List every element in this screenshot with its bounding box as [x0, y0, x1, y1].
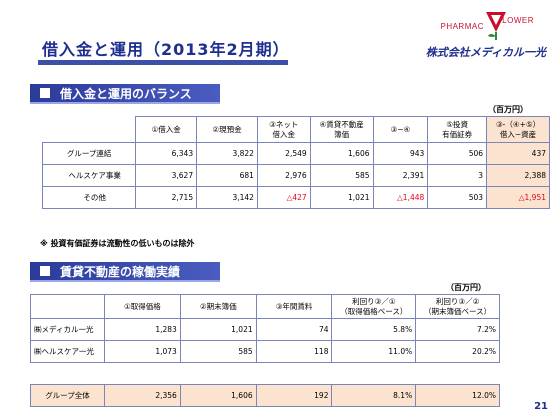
row-label: グループ連結	[41, 142, 137, 165]
table-row: その他 2,715 3,142 △427 1,021 △1,448 503 △1…	[41, 186, 550, 209]
column-header: ③年間賃料	[255, 294, 333, 319]
section-heading-occupancy: 賃貸不動産の稼働実績	[30, 262, 220, 282]
column-header: ②現預金	[196, 116, 258, 143]
table-cell: 503	[427, 186, 488, 209]
table-cell: 2,356	[103, 384, 181, 407]
section-heading-label: 賃貸不動産の稼働実績	[60, 264, 181, 279]
table-header-row: ①借入金 ②現預金 ③ネット 借入金 ④賃貸不動産 簿価 ③−④ ⑤投資 有価証…	[42, 116, 550, 143]
header-blank	[30, 294, 105, 319]
table-cell: 585	[309, 164, 374, 187]
table-total-row: グループ全体 2,356 1,606 192 8.1% 12.0%	[30, 384, 500, 407]
table-cell: 12.0%	[415, 384, 500, 407]
table-row: ヘルスケア事業 3,627 681 2,976 585 2,391 3 2,38…	[41, 164, 550, 187]
balance-table: ①借入金 ②現預金 ③ネット 借入金 ④賃貸不動産 簿価 ③−④ ⑤投資 有価証…	[41, 116, 550, 209]
row-label: その他	[41, 186, 137, 209]
table-cell: 1,021	[309, 186, 374, 209]
column-header: 利回り③／① （取得価格ベース）	[331, 294, 417, 319]
table-cell: △427	[256, 186, 311, 209]
table-header-row: ①取得価格 ②期末簿価 ③年間賃料 利回り③／① （取得価格ベース） 利回り③／…	[30, 294, 500, 319]
row-label: ㈱メディカル一光	[30, 318, 105, 341]
title-underline	[38, 60, 288, 65]
table-cell: 1,283	[103, 318, 181, 341]
table-cell: 3	[427, 164, 488, 187]
row-label: グループ全体	[30, 384, 105, 407]
table-cell: 506	[427, 142, 488, 165]
table-row: グループ連結 6,343 3,822 2,549 1,606 943 506 4…	[41, 142, 550, 165]
table-cell: 585	[179, 340, 257, 363]
company-logo: PHARMAC LOWER	[398, 10, 548, 44]
column-header: ③−④	[372, 116, 429, 143]
section-heading-label: 借入金と運用のバランス	[60, 86, 192, 101]
table-cell: 3,627	[135, 164, 198, 187]
table-cell: 2,391	[372, 164, 429, 187]
table-cell: 1,606	[309, 142, 374, 165]
table-cell: 1,073	[103, 340, 181, 363]
table-cell: 2,549	[256, 142, 311, 165]
column-header: ①取得価格	[103, 294, 181, 319]
table-cell: △1,448	[372, 186, 429, 209]
square-bullet-icon	[40, 266, 50, 276]
table-cell: 118	[255, 340, 333, 363]
unit-label: （百万円）	[488, 105, 528, 114]
table-cell: 74	[255, 318, 333, 341]
table-cell: △1,951	[486, 186, 550, 209]
page-number: 21	[534, 401, 548, 412]
table-row: ㈱メディカル一光 1,283 1,021 74 5.8% 7.2%	[30, 318, 500, 341]
table-cell: 681	[196, 164, 258, 187]
table-cell: 2,715	[135, 186, 198, 209]
table-cell: 2,388	[486, 164, 550, 187]
table-cell: 20.2%	[415, 340, 500, 363]
column-header: ③-（④+⑤） 借入−資産	[486, 116, 550, 143]
unit-label: （百万円）	[446, 283, 486, 292]
table-cell: 3,822	[196, 142, 258, 165]
table-cell: 6,343	[135, 142, 198, 165]
section-heading-balance: 借入金と運用のバランス	[30, 84, 220, 104]
table-cell: 437	[486, 142, 550, 165]
column-header: ②期末簿価	[179, 294, 257, 319]
spacer	[30, 362, 500, 385]
square-bullet-icon	[40, 88, 50, 98]
column-header: 利回り③／② （期末簿価ベース）	[415, 294, 500, 319]
table-cell: 943	[372, 142, 429, 165]
table-cell: 8.1%	[331, 384, 417, 407]
company-name: 株式会社メディカル一光	[425, 46, 546, 59]
table-cell: 7.2%	[415, 318, 500, 341]
footnote: ※ 投資有価証券は流動性の低いものは除外	[40, 239, 195, 248]
header-blank	[42, 116, 136, 143]
table-cell: 3,142	[196, 186, 258, 209]
column-header: ①借入金	[135, 116, 198, 143]
table-cell: 192	[255, 384, 333, 407]
table-cell: 1,021	[179, 318, 257, 341]
table-cell: 1,606	[179, 384, 257, 407]
column-header: ④賃貸不動産 簿価	[309, 116, 374, 143]
row-label: ヘルスケア事業	[41, 164, 137, 187]
column-header: ⑤投資 有価証券	[427, 116, 488, 143]
table-cell: 5.8%	[331, 318, 417, 341]
occupancy-table: ①取得価格 ②期末簿価 ③年間賃料 利回り③／① （取得価格ベース） 利回り③／…	[30, 294, 500, 407]
table-cell: 11.0%	[331, 340, 417, 363]
logo-text-left: PHARMAC	[440, 22, 484, 31]
table-row: ㈱ヘルスケア一光 1,073 585 118 11.0% 20.2%	[30, 340, 500, 363]
spacer-row	[30, 362, 500, 385]
row-label: ㈱ヘルスケア一光	[30, 340, 105, 363]
flower-emblem-icon	[486, 12, 506, 40]
slide-title: 借入金と運用（2013年2月期）	[42, 40, 290, 59]
column-header: ③ネット 借入金	[256, 116, 311, 143]
logo-text-right: LOWER	[502, 16, 534, 25]
table-cell: 2,976	[256, 164, 311, 187]
